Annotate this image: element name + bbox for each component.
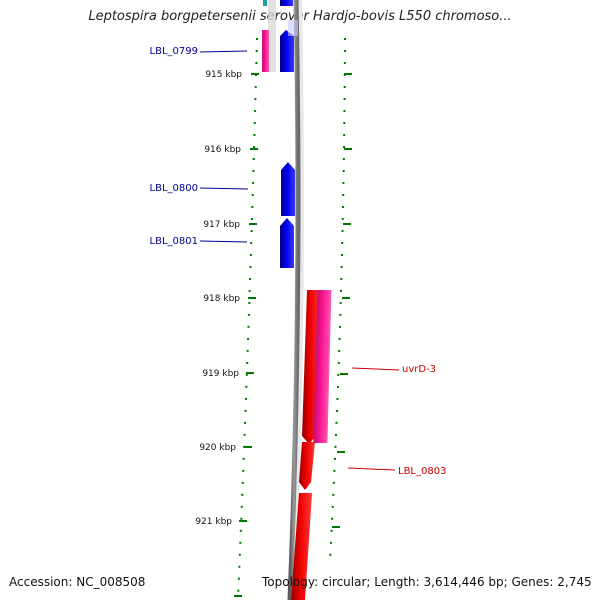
tick-label: 920 kbp: [199, 443, 236, 453]
gene-label-lbl-0799[interactable]: LBL_0799: [150, 46, 198, 57]
feature-partial-teal: [263, 0, 267, 6]
tick-label: 918 kbp: [203, 294, 240, 304]
ruler-track-outer: [237, 37, 258, 599]
ruler-ticks-outer: [234, 73, 259, 597]
tick-label: 917 kbp: [203, 220, 240, 230]
feature-uvrd-3-pink[interactable]: [313, 290, 332, 443]
gene-label-lbl-0801[interactable]: LBL_0801: [150, 236, 198, 247]
backbone: [287, 0, 301, 600]
gene-lbl-0800[interactable]: [281, 162, 295, 216]
tick-label: 915 kbp: [205, 70, 242, 80]
feature-partial-pink: [262, 30, 269, 72]
gene-label-lbl-0803[interactable]: LBL_0803: [398, 466, 446, 477]
accession-text: Accession: NC_008508: [9, 575, 146, 589]
position-labels: 915 kbp 916 kbp 917 kbp 918 kbp 919 kbp …: [195, 70, 242, 527]
summary-text: Topology: circular; Length: 3,614,446 bp…: [262, 575, 592, 589]
tick-label: 916 kbp: [204, 145, 241, 155]
gene-lbl-0799-highlight: [288, 20, 298, 36]
gene-partial-blue-top: [280, 0, 293, 6]
feature-partial-grey: [268, 0, 276, 72]
gene-next-forward[interactable]: [291, 493, 312, 600]
tick-label: 919 kbp: [202, 369, 239, 379]
gene-label-lbl-0800[interactable]: LBL_0800: [150, 183, 198, 194]
gene-label-uvrd-3[interactable]: uvrD-3: [402, 364, 436, 375]
gene-lbl-0801[interactable]: [280, 218, 294, 268]
ruler-ticks-inner: [332, 73, 352, 528]
gene-lbl-0799[interactable]: [280, 30, 294, 72]
ruler-track-inner: [329, 37, 346, 561]
gene-lbl-0803[interactable]: [299, 442, 315, 490]
tick-label: 921 kbp: [195, 517, 232, 527]
label-leaders: [199, 50, 400, 471]
